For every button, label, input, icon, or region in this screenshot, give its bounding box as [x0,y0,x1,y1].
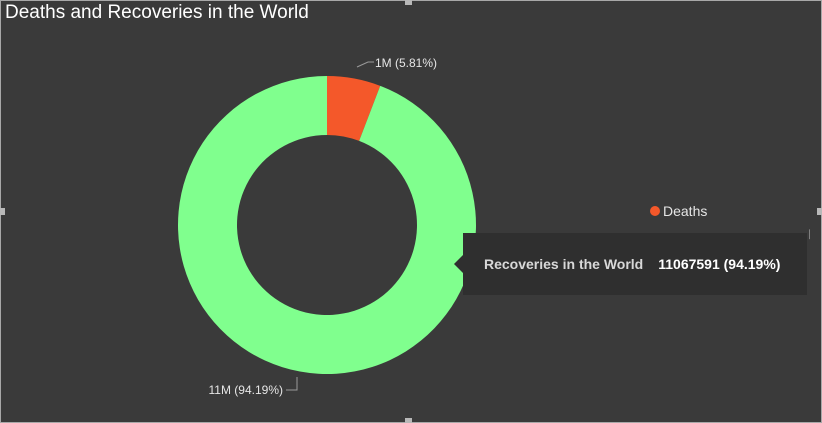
legend-label-deaths: Deaths [663,203,708,219]
legend-more-icon[interactable]: ᛁ [806,229,813,241]
tooltip-key: Recoveries in the World [484,256,644,272]
chart-tooltip: Recoveries in the World 11067591 (94.19%… [454,233,807,295]
donut-slice-deaths[interactable] [327,76,381,141]
chart-legend: Deaths [650,203,707,219]
legend-marker-deaths [650,206,660,216]
resize-handle-top[interactable] [405,0,412,5]
tooltip-pointer [454,255,463,273]
donut-slice-recoveries-in-the-world[interactable] [177,76,477,374]
resize-handle-left[interactable] [0,208,5,215]
data-label-recoveries: 11M (94.19%) [209,383,283,397]
data-label-deaths: 1M (5.81%) [375,56,437,70]
resize-handle-bottom[interactable] [405,418,412,423]
tooltip-value: 11067591 (94.19%) [658,256,781,272]
resize-handle-right[interactable] [817,208,822,215]
donut-slices [177,76,477,374]
chart-title: Deaths and Recoveries in the World [5,2,309,23]
leader-line-deaths [356,61,374,68]
leader-line-recoveries [286,377,298,391]
